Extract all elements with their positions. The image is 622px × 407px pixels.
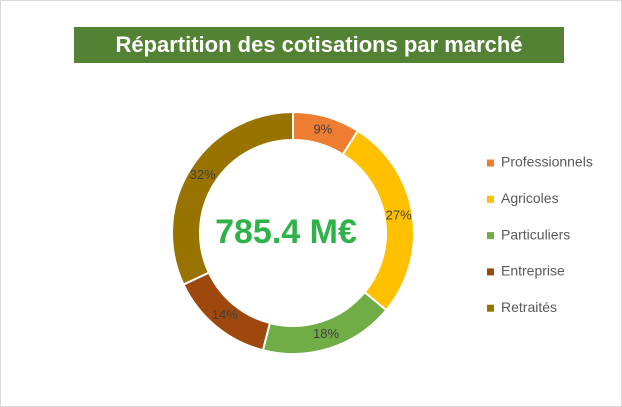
legend-label: Particuliers xyxy=(501,226,570,242)
chart-title: Répartition des cotisations par marché xyxy=(115,32,522,57)
legend-label: Entreprise xyxy=(501,263,565,279)
data-label: 14% xyxy=(212,307,238,322)
data-label: 27% xyxy=(386,208,412,223)
data-label: 18% xyxy=(313,326,339,341)
title-box xyxy=(74,27,564,63)
legend-swatch xyxy=(487,232,494,240)
legend-swatch xyxy=(487,304,494,312)
legend-swatch xyxy=(487,159,494,167)
data-label: 32% xyxy=(190,167,216,182)
legend-label: Professionnels xyxy=(501,154,593,170)
center-label: 785.4 M€ xyxy=(215,213,357,251)
donut-segment xyxy=(171,110,294,286)
legend-label: Agricoles xyxy=(501,190,559,206)
legend-label: Retraités xyxy=(501,299,557,315)
legend-swatch xyxy=(487,195,494,203)
data-label: 9% xyxy=(313,122,332,137)
legend-swatch xyxy=(487,268,494,276)
